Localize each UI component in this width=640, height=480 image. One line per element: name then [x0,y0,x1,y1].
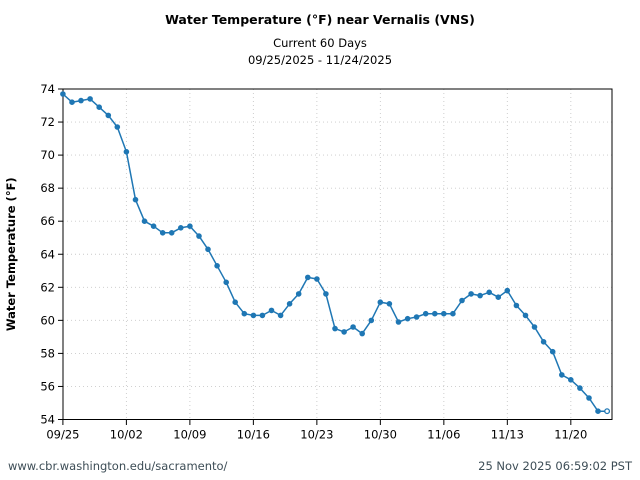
data-point [87,96,93,102]
x-tick-label: 11/13 [491,428,524,442]
chart-title: Water Temperature (°F) near Vernalis (VN… [165,12,475,27]
data-point [69,99,75,105]
chart-subtitle: Current 60 Days [273,36,367,50]
data-point [531,324,538,330]
data-point [141,218,148,224]
data-point [314,276,320,282]
data-point [413,314,420,320]
data-point [223,279,229,286]
data-point [441,310,447,317]
data-point [178,225,184,231]
data-point [540,339,547,345]
footer-timestamp: 25 Nov 2025 06:59:02 PST [478,459,632,473]
data-point [395,319,402,325]
axes-box [62,88,613,420]
data-point [205,246,211,253]
data-point [468,291,474,297]
y-tick-label: 56 [40,379,55,393]
data-point [386,301,393,307]
data-point [132,196,139,203]
y-tick-label: 60 [40,313,55,327]
data-point [250,312,257,319]
data-point [150,223,157,229]
y-tick-label: 62 [40,280,55,294]
data-point [196,233,202,239]
x-tick-label: 11/20 [554,428,587,442]
data-point [513,302,520,309]
data-point [214,263,220,269]
data-point [187,223,193,229]
data-point [450,310,456,317]
data-point [123,149,130,155]
data-point [159,230,166,236]
data-point [404,315,411,322]
data-point [586,395,592,401]
data-point [522,312,529,319]
x-tick-label: 10/09 [173,428,206,442]
x-tick-label: 10/30 [364,428,397,442]
data-point [486,289,493,296]
temperature-line [62,93,608,412]
data-point [350,324,356,330]
data-point [105,112,112,119]
chart-date-range: 09/25/2025 - 11/24/2025 [247,53,393,67]
data-point [332,325,338,332]
data-point [277,312,284,319]
data-point [259,312,266,319]
y-tick-label: 74 [40,82,55,96]
y-tick-label: 68 [40,181,55,195]
y-axis-label: Water Temperature (°F) [4,177,18,331]
data-point-open-latest [604,408,611,415]
y-tick-label: 58 [40,346,55,360]
data-point [549,348,556,355]
x-tick-label: 10/23 [300,428,333,442]
data-point [232,299,238,306]
data-point [504,287,511,294]
data-point [78,97,84,104]
data-point [341,329,347,335]
y-tick-label: 64 [40,247,55,261]
data-point [377,299,384,306]
x-tick-label: 10/02 [110,428,143,442]
y-tick-label: 70 [40,148,55,162]
data-point [286,301,293,307]
y-tick-label: 72 [40,115,55,129]
data-point [422,310,429,317]
data-point [114,124,121,130]
data-point [359,330,366,337]
data-point [577,385,583,391]
footer-url: www.cbr.washington.edu/sacramento/ [8,459,228,473]
data-point [459,297,465,304]
data-point [60,91,66,97]
data-point [268,307,275,314]
data-point [96,104,102,110]
data-point [477,292,483,299]
data-point [368,317,375,324]
data-point [495,294,502,301]
data-point [241,310,248,317]
data-point [295,291,302,297]
data-point [305,274,311,281]
data-point [559,372,565,378]
data-point [568,377,574,383]
data-point [168,230,175,236]
data-point [595,408,601,415]
x-tick-label: 09/25 [46,428,79,442]
data-point [432,310,438,317]
data-point [323,291,329,297]
y-tick-label: 66 [40,214,55,228]
x-tick-label: 10/16 [237,428,270,442]
x-tick-label: 11/06 [427,428,460,442]
y-tick-label: 54 [40,413,55,427]
